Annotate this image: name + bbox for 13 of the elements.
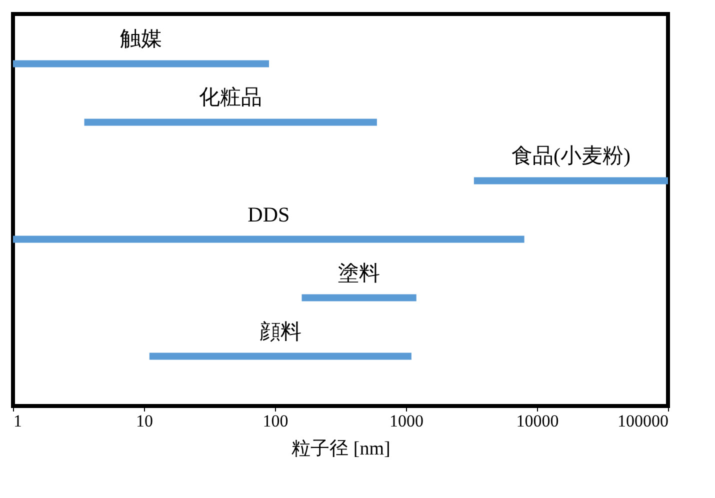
- y-tick-label: 塗料: [338, 260, 380, 285]
- x-tick-label: 1000: [390, 412, 424, 430]
- y-tick-label: 食品(小麦粉): [511, 144, 630, 168]
- y-tick-label: 顔料: [259, 319, 302, 344]
- x-tick-label: 100000: [618, 412, 668, 430]
- y-tick-label: DDS: [248, 202, 290, 226]
- x-tick-label: 100: [262, 412, 288, 430]
- x-tick-label: 10000: [516, 412, 559, 430]
- x-axis-title: 粒子径 [nm]: [292, 438, 390, 460]
- y-tick-label: 化粧品: [199, 85, 262, 110]
- x-tick-label: 1: [14, 412, 22, 430]
- y-tick-label: 触媒: [120, 26, 162, 51]
- x-tick-label: 10: [136, 412, 153, 430]
